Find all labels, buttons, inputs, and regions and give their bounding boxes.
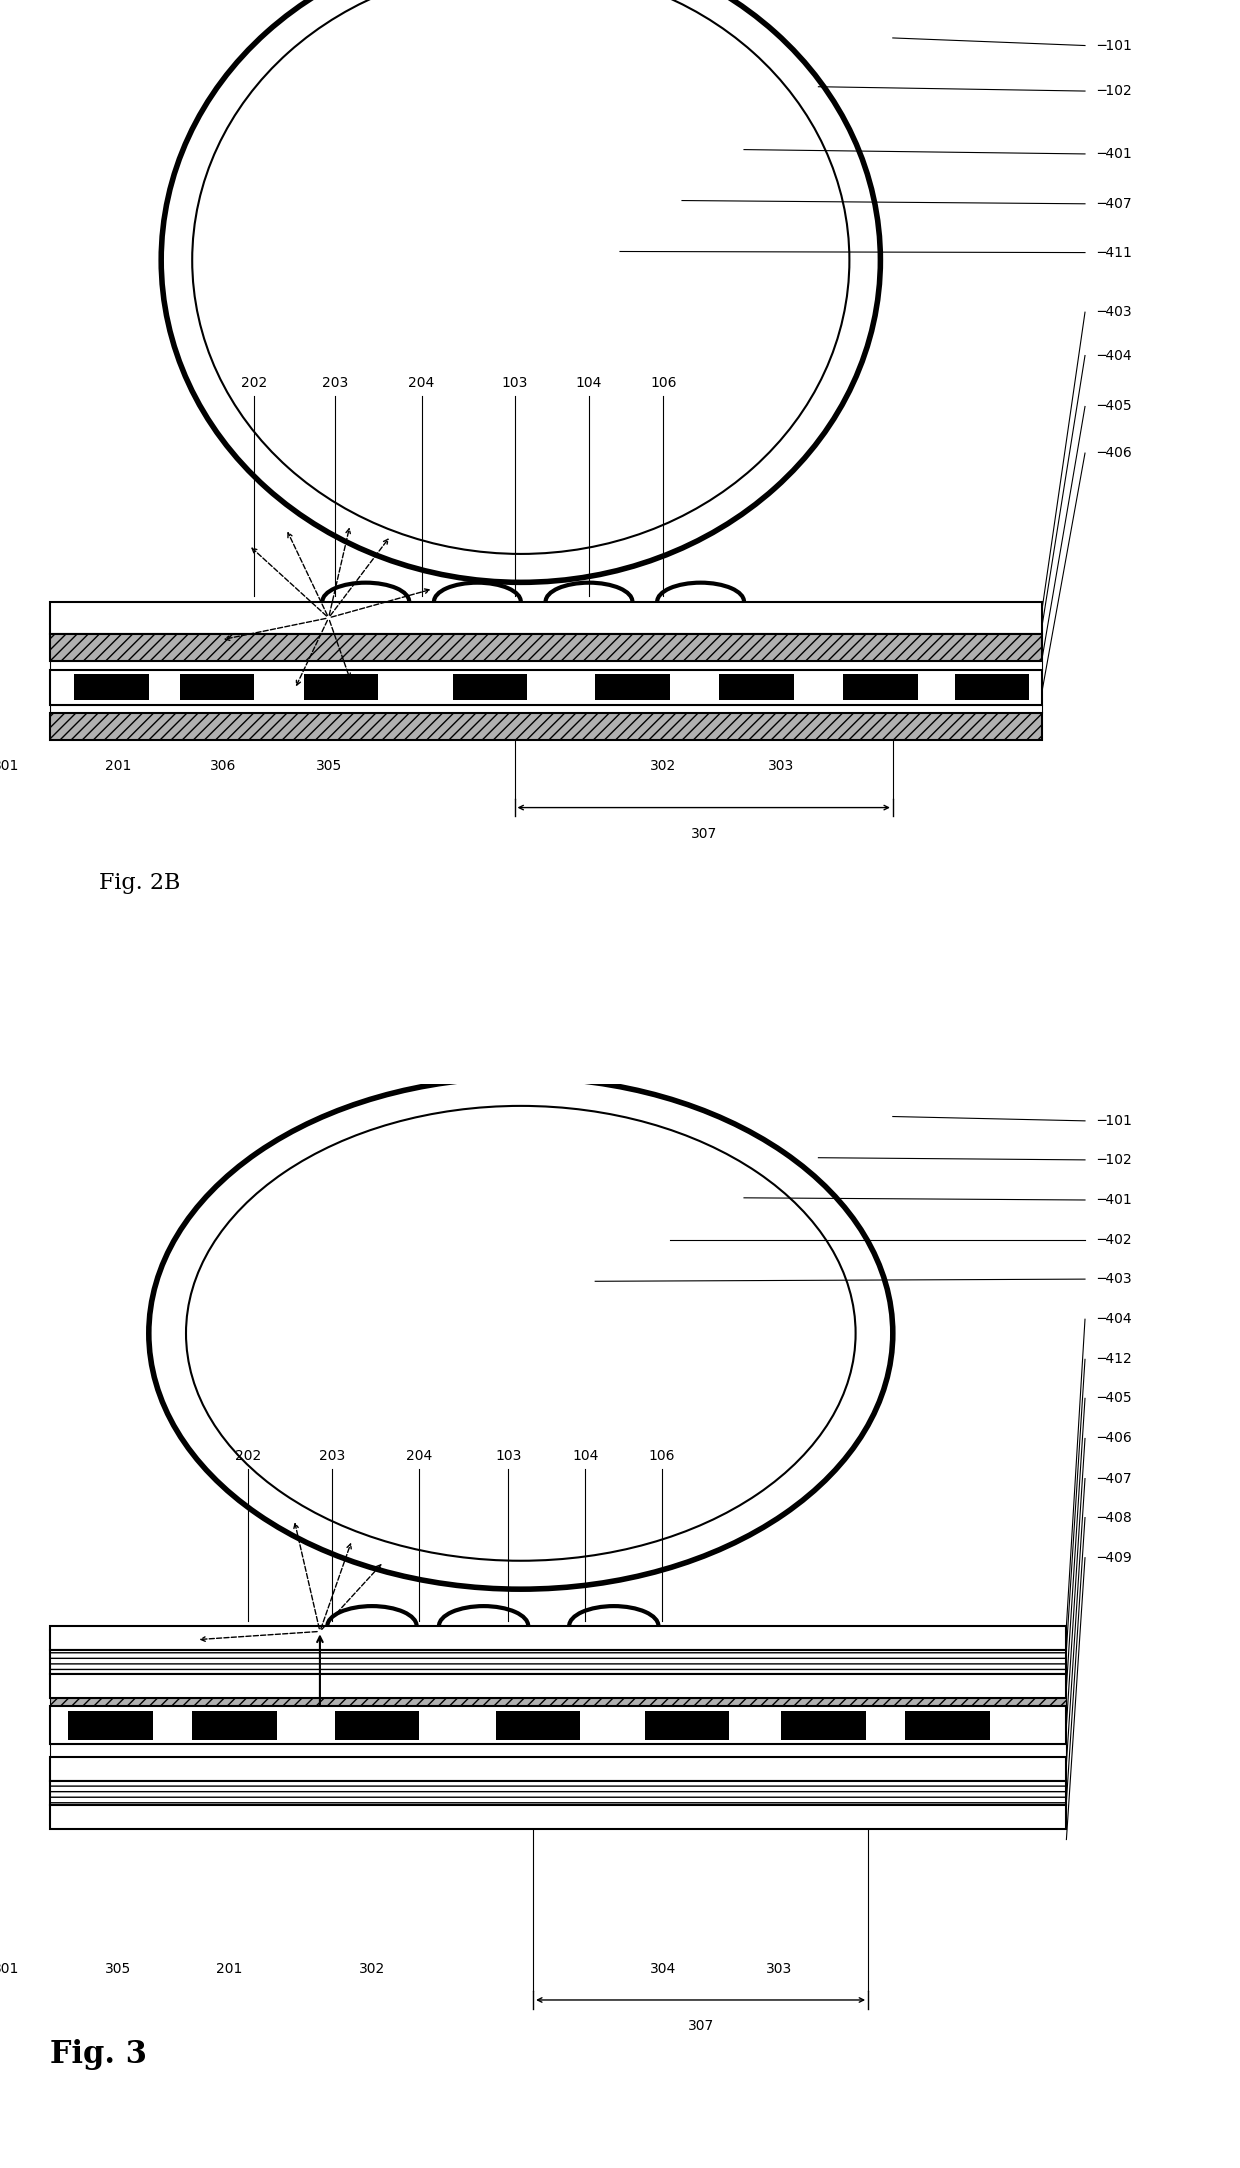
Bar [781, 1711, 866, 1739]
Bar [905, 1711, 990, 1739]
Bar [192, 1711, 277, 1739]
Bar [180, 674, 254, 700]
Text: ─405: ─405 [1097, 1392, 1132, 1405]
Text: ─401: ─401 [1097, 1192, 1132, 1208]
Text: ─405: ─405 [1097, 399, 1132, 414]
Text: 302: 302 [358, 1962, 386, 1975]
Text: ─406: ─406 [1097, 447, 1132, 460]
Text: ─408: ─408 [1097, 1511, 1132, 1524]
Text: ─101: ─101 [1097, 39, 1132, 52]
Text: ─407: ─407 [1097, 1472, 1132, 1485]
Text: 307: 307 [687, 2021, 714, 2034]
Text: ─409: ─409 [1097, 1550, 1132, 1565]
Bar [50, 705, 1042, 713]
Text: 106: 106 [650, 377, 677, 390]
Bar [50, 713, 1042, 741]
Bar [496, 1711, 580, 1739]
Text: 304: 304 [650, 1962, 677, 1975]
Text: ─407: ─407 [1097, 197, 1132, 210]
Text: 202: 202 [234, 1450, 262, 1463]
Bar [50, 1674, 1066, 1698]
Text: 202: 202 [241, 377, 268, 390]
Text: 305: 305 [315, 759, 342, 772]
Bar [645, 1711, 729, 1739]
Bar [50, 1806, 1066, 1830]
Text: ─101: ─101 [1097, 1114, 1132, 1127]
Bar [843, 674, 918, 700]
Text: ─402: ─402 [1097, 1234, 1132, 1247]
Text: ─404: ─404 [1097, 349, 1132, 362]
Text: 201: 201 [216, 1962, 243, 1975]
Bar [50, 670, 1042, 705]
Bar [50, 633, 1042, 661]
Bar [50, 1650, 1066, 1674]
Bar [50, 661, 1042, 670]
Text: 204: 204 [408, 377, 435, 390]
Text: 301: 301 [0, 1962, 20, 1975]
Text: 303: 303 [765, 1962, 792, 1975]
Text: ─403: ─403 [1097, 306, 1132, 319]
Text: ─401: ─401 [1097, 147, 1132, 160]
Text: ─412: ─412 [1097, 1353, 1132, 1366]
Bar [453, 674, 527, 700]
Text: 303: 303 [768, 759, 795, 772]
Bar [719, 674, 794, 700]
Bar [50, 601, 1042, 633]
Text: ─102: ─102 [1097, 85, 1132, 98]
Bar [955, 674, 1029, 700]
Text: ─404: ─404 [1097, 1312, 1132, 1327]
Text: Fig. 2B: Fig. 2B [99, 872, 181, 893]
Bar [50, 1706, 1066, 1743]
Text: 302: 302 [650, 759, 677, 772]
Bar [595, 674, 670, 700]
Text: 203: 203 [319, 1450, 346, 1463]
Text: 103: 103 [501, 377, 528, 390]
Text: Fig. 3: Fig. 3 [50, 2040, 146, 2070]
Bar [50, 1626, 1066, 1650]
Text: 201: 201 [104, 759, 131, 772]
Text: 203: 203 [321, 377, 348, 390]
Bar [50, 1698, 1066, 1706]
Text: 103: 103 [495, 1450, 522, 1463]
Bar [335, 1711, 419, 1739]
Text: 204: 204 [405, 1450, 433, 1463]
Text: 305: 305 [104, 1962, 131, 1975]
Bar [74, 674, 149, 700]
Text: ─403: ─403 [1097, 1273, 1132, 1286]
Bar [50, 1756, 1066, 1782]
Text: 104: 104 [572, 1450, 599, 1463]
Text: 301: 301 [0, 759, 20, 772]
Bar [50, 1743, 1066, 1756]
Bar [50, 1782, 1066, 1806]
Text: ─102: ─102 [1097, 1153, 1132, 1166]
Text: ─411: ─411 [1097, 245, 1132, 260]
Text: 306: 306 [210, 759, 237, 772]
Text: 104: 104 [575, 377, 603, 390]
Text: 106: 106 [649, 1450, 676, 1463]
Bar [68, 1711, 153, 1739]
Bar [304, 674, 378, 700]
Text: ─406: ─406 [1097, 1431, 1132, 1446]
Text: 307: 307 [691, 828, 717, 841]
